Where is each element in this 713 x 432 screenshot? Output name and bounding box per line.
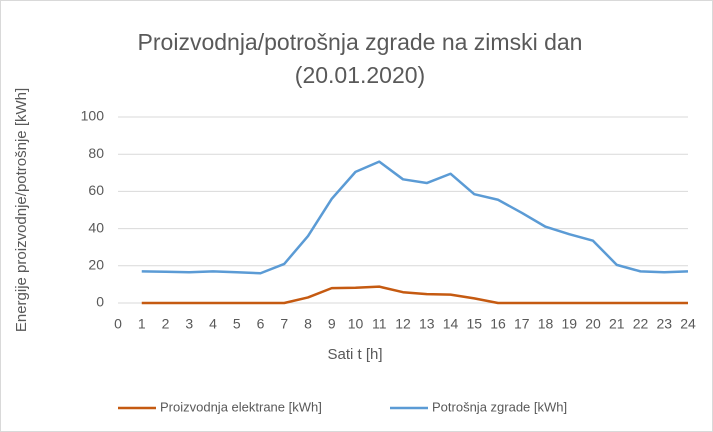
- x-tick-label: 21: [609, 316, 625, 332]
- x-tick-label: 22: [633, 316, 649, 332]
- x-tick-label: 1: [138, 316, 146, 332]
- y-axis-label: Energije proizvodnje/potrošnje [kWh]: [13, 88, 30, 332]
- x-tick-label: 4: [209, 316, 217, 332]
- x-tick-label: 10: [348, 316, 364, 332]
- series-line: [141, 160, 689, 275]
- y-tick-label: 80: [88, 145, 104, 161]
- x-tick-label: 6: [257, 316, 265, 332]
- x-tick-label: 17: [514, 316, 530, 332]
- x-tick-label: 19: [561, 316, 577, 332]
- x-tick-label: 7: [280, 316, 288, 332]
- x-tick-label: 13: [419, 316, 435, 332]
- y-tick-label: 40: [88, 219, 104, 235]
- y-tick-label: 0: [96, 294, 104, 310]
- legend-label: Potrošnja zgrade [kWh]: [432, 399, 567, 414]
- legend-label: Proizvodnja elektrane [kWh]: [160, 399, 322, 414]
- x-tick-label: 11: [372, 316, 387, 332]
- x-axis-label: Sati t [h]: [327, 346, 382, 363]
- x-tick-label: 16: [490, 316, 506, 332]
- x-tick-label: 0: [114, 316, 122, 332]
- x-tick-label: 3: [185, 316, 193, 332]
- x-tick-label: 5: [233, 316, 241, 332]
- x-tick-label: 15: [466, 316, 482, 332]
- x-tick-label: 20: [585, 316, 601, 332]
- x-tick-label: 23: [656, 316, 672, 332]
- y-tick-label: 100: [81, 108, 105, 124]
- x-tick-label: 14: [443, 316, 459, 332]
- y-tick-label: 60: [88, 182, 104, 198]
- x-tick-label: 9: [328, 316, 336, 332]
- x-tick-label: 24: [680, 316, 696, 332]
- x-tick-label: 8: [304, 316, 312, 332]
- chart-title: Proizvodnja/potrošnja zgrade na zimski d…: [137, 29, 583, 88]
- y-tick-label: 20: [88, 257, 104, 273]
- x-tick-label: 2: [162, 316, 170, 332]
- x-tick-label: 12: [395, 316, 411, 332]
- x-tick-label: 18: [538, 316, 554, 332]
- series-line: [141, 285, 688, 305]
